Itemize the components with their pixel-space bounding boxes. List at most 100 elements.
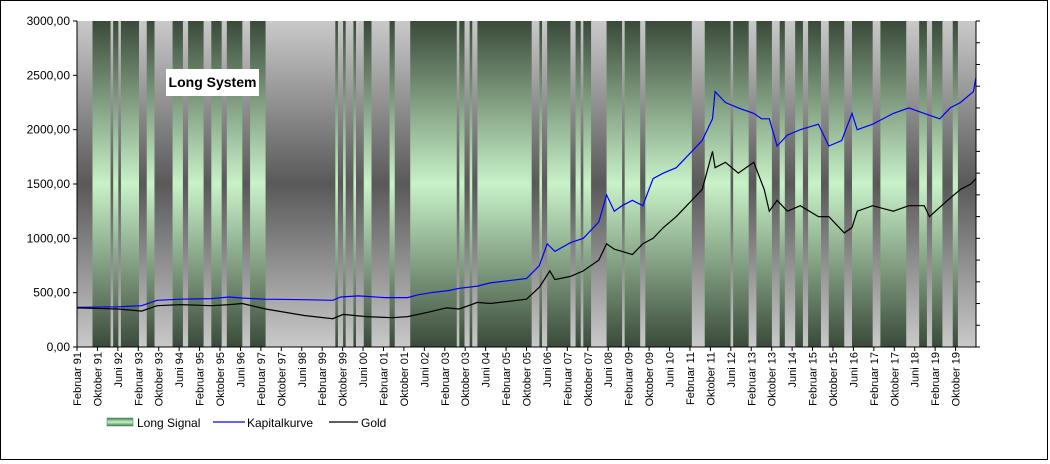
long-signal-band — [146, 21, 155, 347]
long-signal-band — [343, 21, 346, 347]
y-tick-label: 3000,00 — [27, 14, 71, 28]
y-tick-label: 1000,00 — [27, 231, 71, 245]
long-signal-band — [779, 21, 785, 347]
legend-label-kapitalkurve: Kapitalkurve — [247, 416, 313, 430]
x-tick-label: Juni 00 — [358, 352, 370, 387]
x-tick-label: Oktober 13 — [767, 352, 779, 406]
y-tick-label: 2000,00 — [27, 123, 71, 137]
x-tick-label: Februar 09 — [624, 352, 636, 406]
series-line-gold — [76, 151, 977, 320]
x-tick-labels: Februar 91 Oktober 91 Juni 92 Februar 93 Okt… — [72, 347, 963, 406]
x-tick-label: Oktober 05 — [522, 352, 534, 406]
x-tick-label: Februar 15 — [808, 352, 820, 406]
series-line-kapitalkurve — [76, 77, 977, 308]
long-signal-band — [389, 21, 395, 347]
x-tick-label: Oktober 03 — [460, 352, 472, 406]
long-signal-band — [645, 21, 692, 347]
long-signal-band — [919, 21, 927, 347]
long-signal-band — [704, 21, 731, 347]
x-tick-label: Oktober 91 — [92, 352, 104, 406]
long-signal-band — [410, 21, 457, 347]
long-signal-band — [795, 21, 803, 347]
long-signal-bands — [92, 21, 958, 347]
x-tick-label: Oktober 99 — [338, 352, 350, 406]
x-tick-label: Oktober 07 — [583, 352, 595, 406]
x-tick-label: Juni 16 — [848, 352, 860, 387]
long-signal-band — [606, 21, 623, 347]
x-tick-label: Juni 18 — [910, 352, 922, 387]
x-tick-label: Juni 92 — [113, 352, 125, 387]
legend-label-gold: Gold — [361, 416, 386, 430]
legend-label-long-signal: Long Signal — [137, 416, 200, 430]
long-signal-band — [92, 21, 111, 347]
long-signal-band — [952, 21, 958, 347]
x-tick-label: Februar 11 — [685, 352, 697, 405]
long-signal-band — [113, 21, 119, 347]
long-signal-band — [459, 21, 465, 347]
long-signal-band — [250, 21, 266, 347]
x-tick-label: Oktober 15 — [828, 352, 840, 406]
x-tick-label: Juni 08 — [603, 352, 615, 387]
long-signal-band — [808, 21, 821, 347]
x-tick-label: Oktober 97 — [276, 352, 288, 406]
x-tick-label: Juni 02 — [419, 352, 431, 387]
x-tick-label: Februar 13 — [746, 352, 758, 406]
long-signal-band — [733, 21, 749, 347]
long-signal-band — [211, 21, 222, 347]
long-signal-band — [363, 21, 372, 347]
long-signal-band — [624, 21, 641, 347]
x-tick-label: Juni 10 — [665, 352, 677, 387]
x-tick-label: Februar 19 — [930, 352, 942, 406]
y-tick-label: 500,00 — [33, 286, 70, 300]
legend-swatch-long-signal — [106, 417, 134, 427]
long-signal-band — [539, 21, 542, 347]
long-signal-band — [335, 21, 338, 347]
x-tick-label: Februar 17 — [869, 352, 881, 406]
x-tick-label: Oktober 09 — [644, 352, 656, 406]
x-tick-label: Oktober 01 — [399, 352, 411, 406]
long-signal-band — [547, 21, 571, 347]
x-tick-label: Juni 04 — [481, 352, 493, 387]
series-lines — [76, 77, 977, 320]
x-tick-label: Februar 05 — [501, 352, 513, 406]
x-tick-label: Februar 97 — [256, 352, 268, 406]
x-tick-label: Juni 98 — [297, 352, 309, 387]
x-tick-label: Februar 99 — [317, 352, 329, 406]
long-signal-band — [172, 21, 183, 347]
y-tick-label: 1500,00 — [27, 177, 71, 191]
long-signal-band — [188, 21, 204, 347]
long-signal-band — [583, 21, 592, 347]
long-signal-band — [756, 21, 772, 347]
long-signal-band — [226, 21, 243, 347]
x-tick-label: Februar 03 — [440, 352, 452, 406]
chart-title: Long System — [166, 69, 259, 96]
long-signal-band — [828, 21, 845, 347]
long-signal-band — [120, 21, 139, 347]
x-tick-label: Oktober 11 — [705, 352, 717, 406]
x-tick-label: Juni 94 — [174, 352, 186, 387]
x-tick-label: Oktober 17 — [889, 352, 901, 406]
long-signal-band — [353, 21, 356, 347]
x-tick-label: Februar 93 — [133, 352, 145, 406]
x-tick-label: Februar 07 — [562, 352, 574, 406]
long-signal-band — [880, 21, 907, 347]
x-tick-label: Juni 96 — [235, 352, 247, 387]
long-signal-band — [852, 21, 873, 347]
long-signal-band — [469, 21, 473, 347]
long-signal-band — [477, 21, 532, 347]
long-signal-band — [932, 21, 943, 347]
legend: Long Signal Kapitalkurve Gold — [106, 416, 386, 430]
x-tick-label: Juni 14 — [787, 352, 799, 387]
x-tick-label: Oktober 93 — [154, 352, 166, 406]
x-tick-label: Oktober 95 — [215, 352, 227, 406]
x-tick-label: Juni 12 — [726, 352, 738, 387]
x-tick-label: Oktober 19 — [951, 352, 963, 406]
x-tick-label: Juni 06 — [542, 352, 554, 387]
x-tick-label: Februar 91 — [72, 352, 84, 406]
y-tick-label: 0,00 — [47, 340, 71, 354]
long-signal-band — [575, 21, 581, 347]
x-tick-label: Februar 01 — [378, 352, 390, 406]
y-tick-label: 2500,00 — [27, 68, 71, 82]
y-tick-labels: 0,00 500,00 1000,00 1500,00 2000,00 2500,00 30… — [27, 14, 77, 354]
